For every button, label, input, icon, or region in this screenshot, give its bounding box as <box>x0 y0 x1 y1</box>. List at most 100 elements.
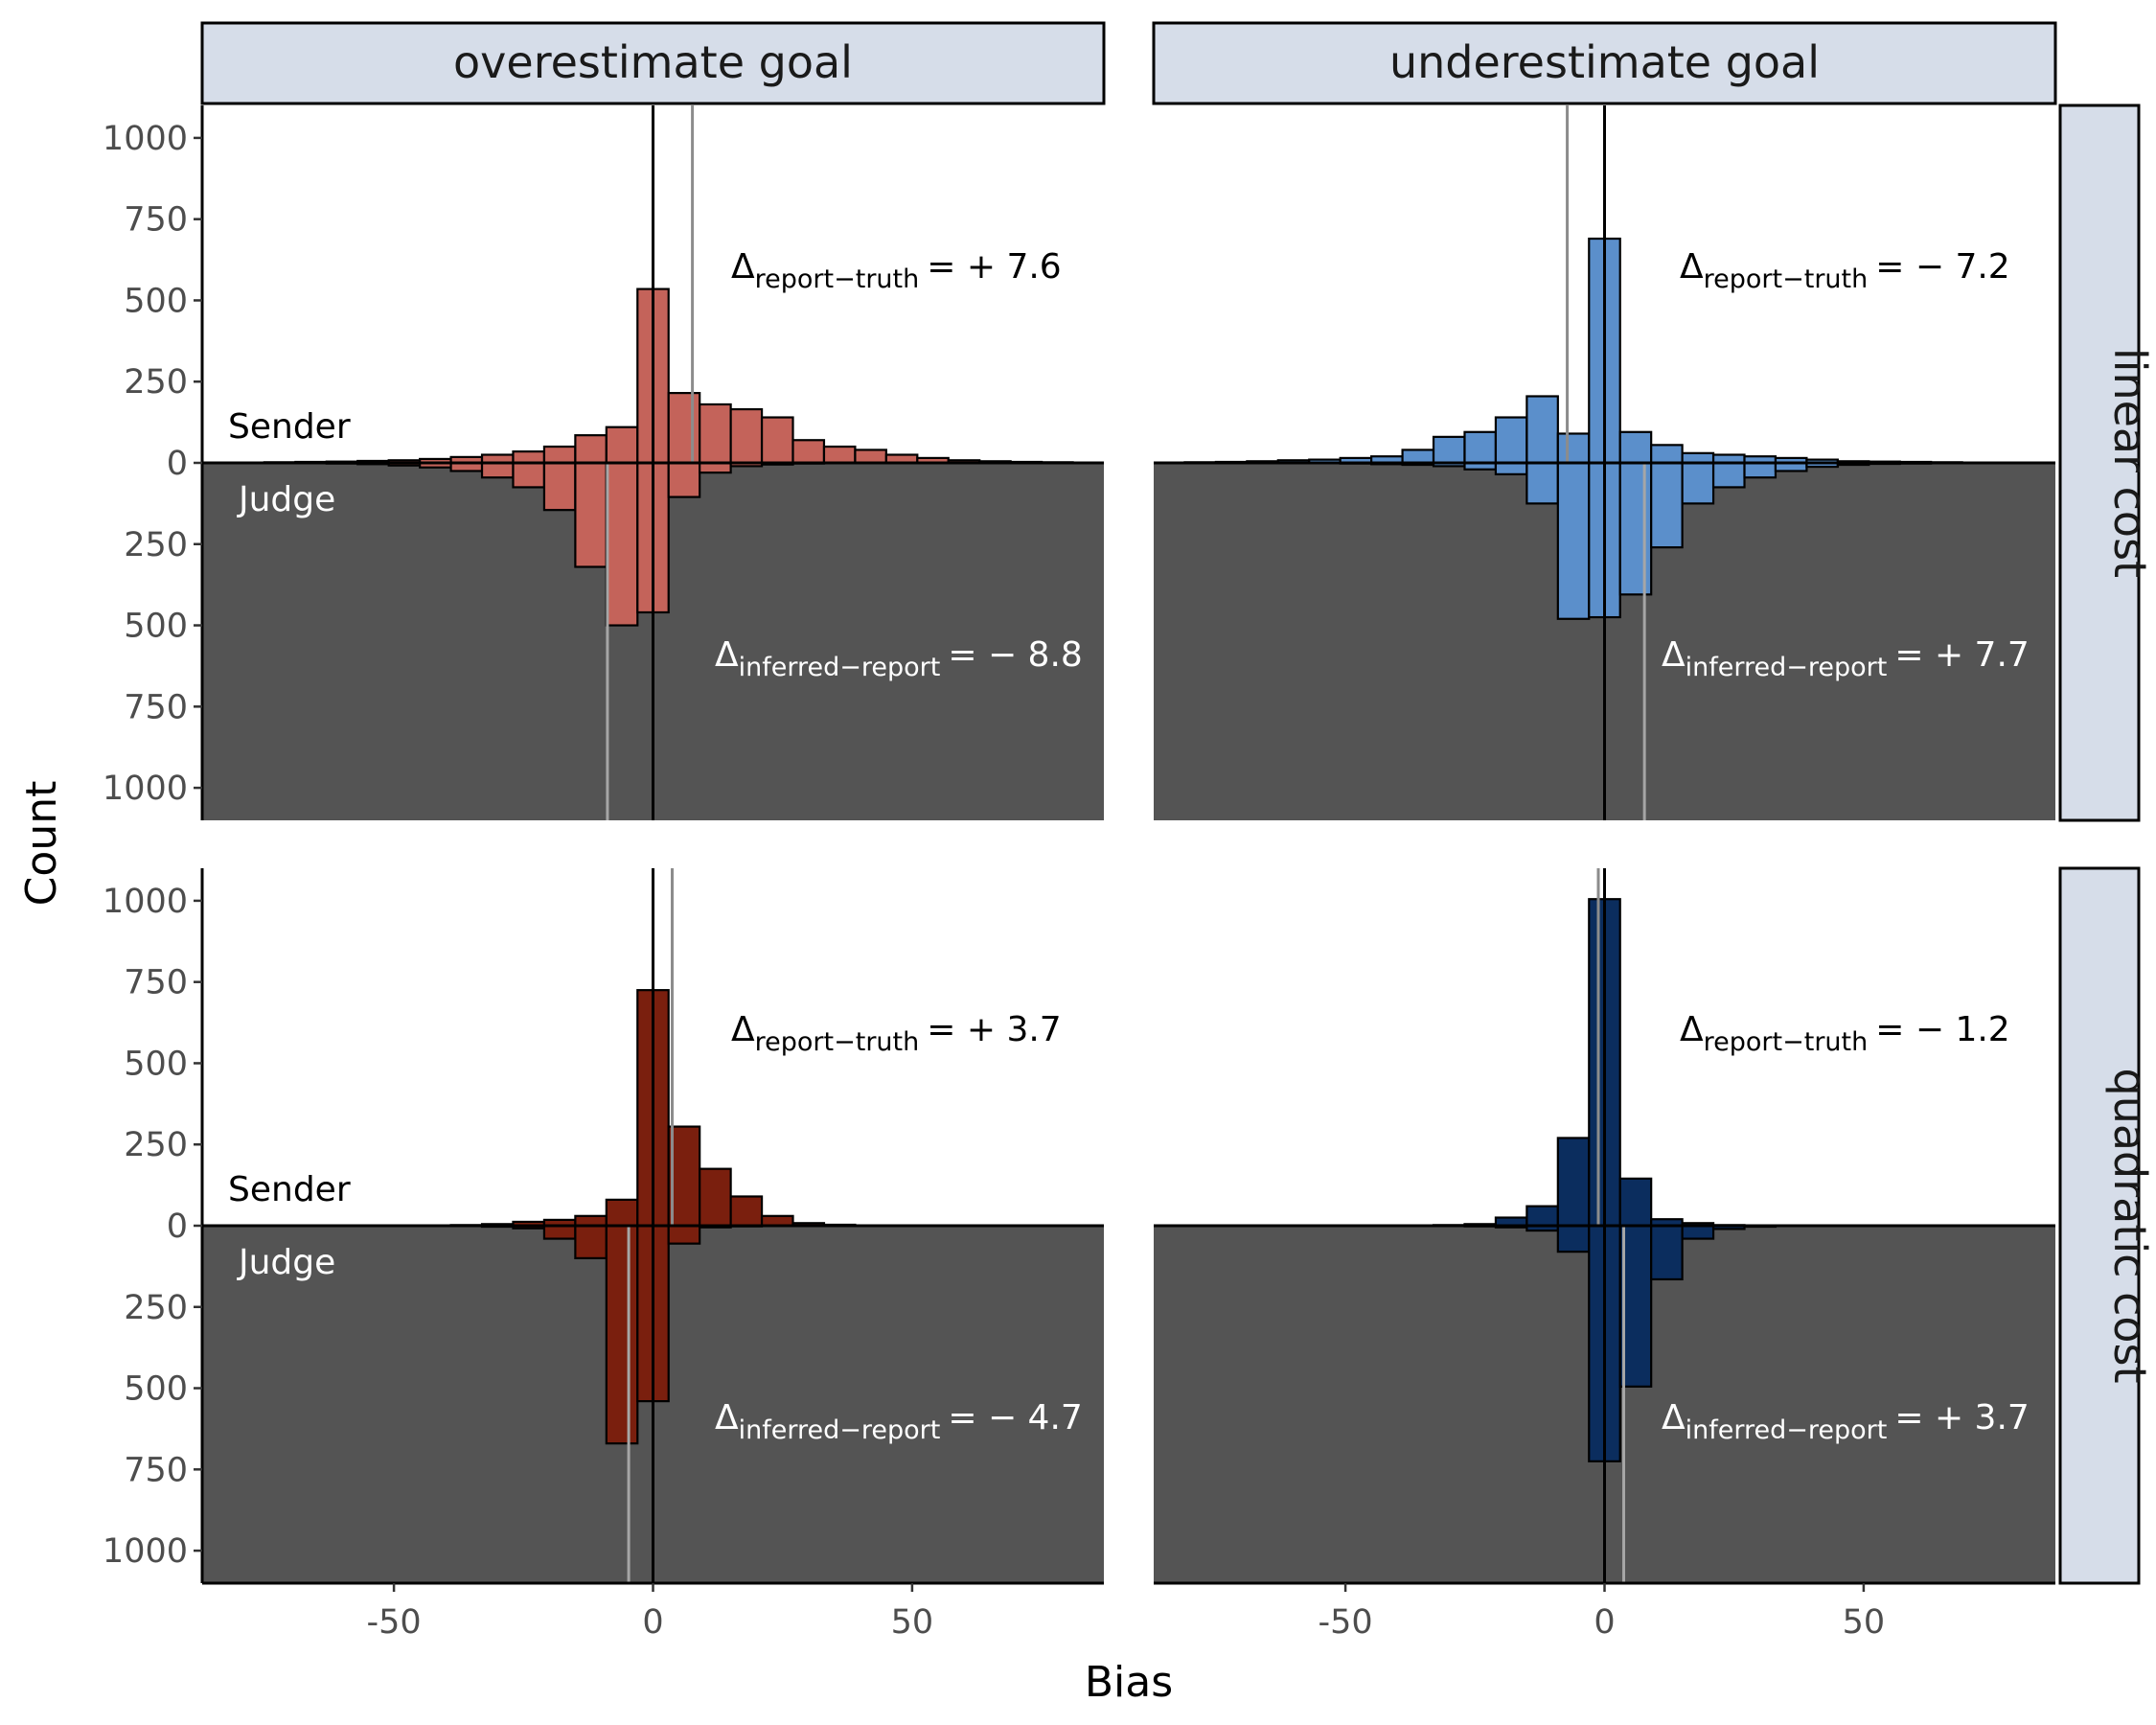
judge-delta-annotation: Δinferred−report = − 8.8 <box>715 635 1083 682</box>
row-strip-label: quadratic cost <box>2104 1068 2156 1383</box>
sender-bar <box>605 1198 639 1228</box>
delta-value: = − 7.2 <box>1875 247 2009 287</box>
y-tick-label: 0 <box>167 445 188 483</box>
judge-delta-annotation: Δinferred−report = + 3.7 <box>1662 1398 2030 1445</box>
delta-symbol: Δ <box>1662 1398 1686 1438</box>
delta-value: = + 7.7 <box>1894 635 2029 675</box>
row-strip-label: linear cost <box>2104 348 2156 578</box>
judge-bar <box>512 461 546 489</box>
y-tick-label: 750 <box>124 201 188 240</box>
sender-bar <box>667 391 701 465</box>
judge-bar <box>605 461 639 627</box>
judge-delta-annotation: Δinferred−report = + 7.7 <box>1662 635 2030 682</box>
column-strip-label: overestimate goal <box>453 36 853 88</box>
sender-bar <box>1618 430 1653 465</box>
delta-symbol: Δ <box>715 1398 739 1438</box>
sender-label: Sender <box>228 407 351 447</box>
judge-bar <box>699 461 732 474</box>
y-tick-label: 250 <box>124 1126 188 1164</box>
axes-layer: 1000750500250025050075010001000750500250… <box>103 105 2055 1642</box>
y-tick-label: 500 <box>124 1370 188 1409</box>
judge-bar <box>1711 461 1746 489</box>
sender-bar <box>1681 451 1715 465</box>
judge-bar <box>667 1224 701 1245</box>
delta-subscript: inferred−report <box>739 1415 941 1445</box>
delta-symbol: Δ <box>731 247 755 287</box>
sender-bar <box>729 407 764 465</box>
sender-bar <box>822 445 857 465</box>
x-tick-label: 0 <box>642 1603 663 1642</box>
delta-value: = + 3.7 <box>1894 1398 2029 1438</box>
sender-bar <box>1525 395 1559 465</box>
column-strip <box>1152 21 2057 105</box>
sender-delta-annotation: Δreport−truth = − 7.2 <box>1680 247 2010 294</box>
y-tick-label: 1000 <box>103 770 188 808</box>
y-tick-label: 250 <box>124 363 188 402</box>
x-tick-label: 50 <box>1843 1603 1886 1642</box>
y-tick-label: 750 <box>124 964 188 1002</box>
judge-bar <box>667 461 701 498</box>
judge-bar <box>1525 461 1559 505</box>
sender-delta-annotation: Δreport−truth = − 1.2 <box>1680 1010 2010 1057</box>
x-tick-label: -50 <box>1319 1603 1373 1642</box>
strips-layer: overestimate goal underestimate goal linea… <box>200 21 2156 1585</box>
y-tick-label: 250 <box>124 526 188 564</box>
delta-subscript: report−truth <box>1704 1027 1869 1057</box>
y-tick-label: 750 <box>124 1451 188 1489</box>
judge-label: Judge <box>237 1243 335 1282</box>
sender-bar <box>1618 1177 1653 1228</box>
delta-subscript: inferred−report <box>1686 1415 1888 1445</box>
judge-bar <box>1681 1224 1715 1240</box>
column-strip <box>200 21 1106 105</box>
y-tick-label: 500 <box>124 282 188 320</box>
judge-bar <box>480 461 515 479</box>
sender-bar <box>1494 416 1528 465</box>
sender-bar <box>1556 432 1591 465</box>
sender-bar <box>605 426 639 465</box>
delta-symbol: Δ <box>731 1010 755 1049</box>
panel-1-1: Δreport−truth = + 7.6 Δinferred−report = − … <box>202 105 1104 820</box>
judge-bar <box>1650 461 1684 549</box>
sender-bar <box>574 434 608 465</box>
sender-label: Sender <box>228 1170 351 1209</box>
judge-bar <box>542 461 577 512</box>
judge-bar <box>574 461 608 568</box>
judge-bar <box>574 1224 608 1260</box>
judge-bar <box>1743 461 1778 479</box>
x-tick-label: 50 <box>891 1603 934 1642</box>
row-strip <box>2058 866 2141 1585</box>
judge-bar <box>1556 1224 1591 1254</box>
delta-symbol: Δ <box>715 635 739 675</box>
delta-subscript: report−truth <box>755 264 920 294</box>
row-strip <box>2058 104 2141 822</box>
judge-bar <box>1681 461 1715 505</box>
sender-bar <box>760 1214 794 1228</box>
y-tick-label: 1000 <box>103 1532 188 1571</box>
delta-symbol: Δ <box>1680 247 1704 287</box>
delta-value: = − 8.8 <box>948 635 1082 675</box>
sender-bar <box>574 1214 608 1228</box>
y-tick-label: 1000 <box>103 120 188 158</box>
judge-bar <box>605 1224 639 1445</box>
sender-bar <box>1463 430 1498 465</box>
delta-value: = − 1.2 <box>1875 1010 2009 1049</box>
y-axis-title: Count <box>17 781 66 907</box>
y-tick-label: 500 <box>124 608 188 646</box>
judge-label: Judge <box>237 480 335 519</box>
column-strip-label: underestimate goal <box>1389 36 1820 88</box>
delta-symbol: Δ <box>1662 635 1686 675</box>
sender-bar <box>791 439 826 465</box>
x-tick-label: -50 <box>367 1603 422 1642</box>
y-tick-label: 250 <box>124 1289 188 1327</box>
sender-bar <box>699 402 732 465</box>
y-tick-label: 0 <box>167 1208 188 1246</box>
judge-bar <box>1618 461 1653 596</box>
sender-bar <box>699 1167 732 1228</box>
sender-delta-annotation: Δreport−truth = + 7.6 <box>731 247 1062 294</box>
judge-bar <box>1618 1224 1653 1388</box>
x-axis-title: Bias <box>1085 1658 1173 1707</box>
panel-2-2: Δreport−truth = − 1.2 Δinferred−report = + … <box>1154 868 2055 1583</box>
